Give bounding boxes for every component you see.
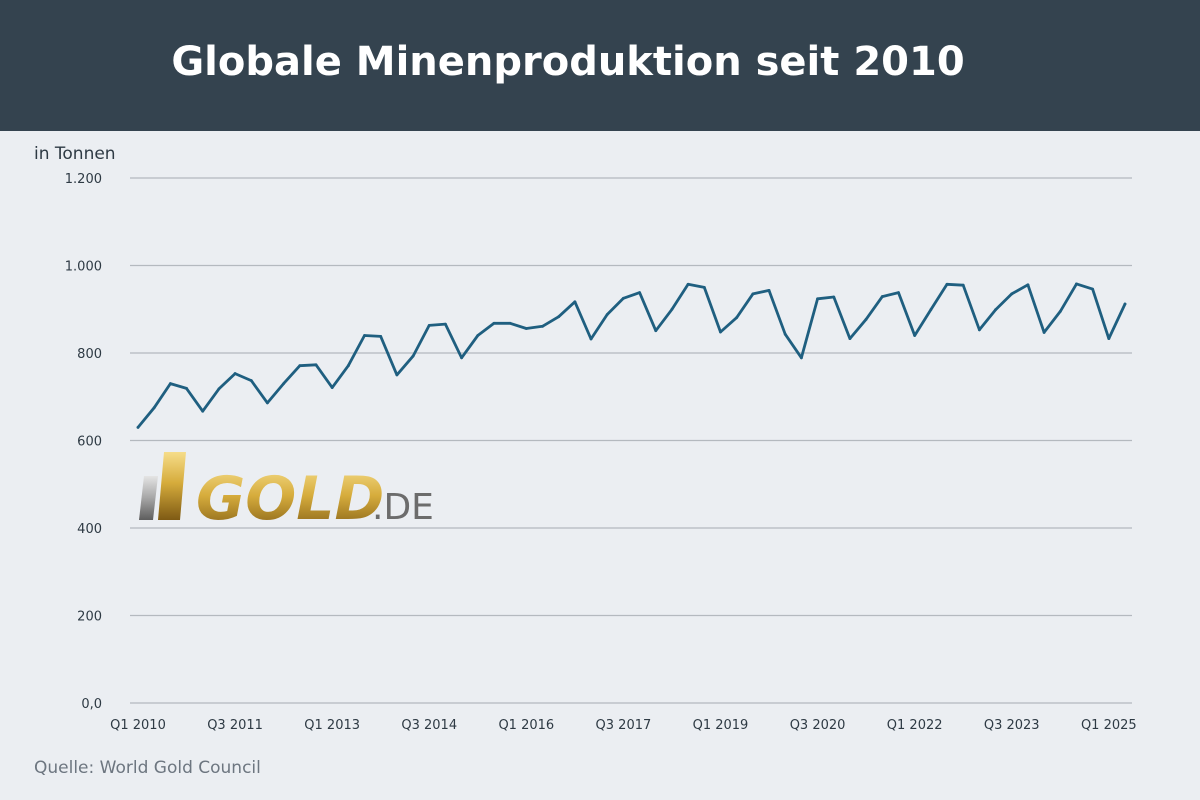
- data-point: [945, 282, 949, 286]
- data-point: [314, 363, 318, 367]
- data-point: [460, 356, 464, 360]
- data-point: [573, 300, 577, 304]
- y-tick-label: 0,0: [81, 697, 102, 712]
- data-point: [427, 324, 431, 327]
- source-note: Quelle: World Gold Council: [34, 758, 261, 778]
- x-tick-label: Q1 2016: [498, 718, 554, 733]
- data-point: [524, 327, 528, 330]
- x-tick-label: Q1 2010: [110, 718, 166, 733]
- data-point: [654, 329, 658, 333]
- data-point: [1010, 292, 1014, 296]
- y-tick-label: 200: [77, 610, 102, 625]
- data-point: [444, 322, 447, 326]
- x-tick-label: Q1 2019: [693, 718, 749, 733]
- data-point: [589, 337, 593, 341]
- data-point: [702, 285, 706, 289]
- data-point: [735, 316, 739, 319]
- data-point: [751, 292, 755, 296]
- data-point: [686, 282, 690, 286]
- data-point: [152, 406, 156, 410]
- y-tick-label: 800: [77, 347, 102, 362]
- data-point: [832, 295, 836, 299]
- y-tick-label: 600: [77, 435, 102, 450]
- data-point: [977, 328, 981, 332]
- data-point: [282, 382, 286, 386]
- data-point: [1058, 310, 1062, 313]
- x-tick-label: Q3 2017: [596, 718, 652, 733]
- x-tick-label: Q3 2011: [207, 718, 263, 733]
- y-tick-label: 1.200: [65, 172, 102, 187]
- data-point: [476, 334, 480, 337]
- data-point: [913, 334, 917, 337]
- data-point: [848, 337, 852, 340]
- y-axis-unit-label: in Tonnen: [34, 144, 116, 164]
- x-tick-label: Q3 2020: [790, 718, 846, 733]
- logo-watermark: GOLD .DE: [139, 452, 434, 534]
- data-point: [605, 313, 609, 316]
- data-point: [638, 291, 641, 295]
- data-point: [185, 387, 188, 390]
- data-point: [719, 330, 722, 334]
- data-point: [1107, 337, 1111, 340]
- data-point: [395, 373, 399, 377]
- data-point: [799, 356, 803, 360]
- data-point: [557, 315, 561, 319]
- data-point: [492, 321, 496, 325]
- data-point: [379, 334, 383, 338]
- data-point: [929, 308, 933, 312]
- data-point: [411, 354, 415, 358]
- data-point: [363, 334, 366, 337]
- y-tick-label: 1.000: [65, 260, 102, 275]
- logo-text-de: .DE: [372, 487, 434, 528]
- data-point: [541, 324, 544, 328]
- series-points: [136, 282, 1127, 429]
- logo-silver-bar: [139, 476, 158, 520]
- data-point: [961, 283, 965, 287]
- x-tick-label: Q1 2025: [1081, 718, 1137, 733]
- logo-text-gold: GOLD: [196, 464, 384, 534]
- y-tick-label: 400: [77, 522, 102, 537]
- data-point: [201, 409, 205, 413]
- x-tick-label: Q3 2023: [984, 718, 1040, 733]
- data-point: [864, 317, 868, 321]
- data-point: [783, 332, 787, 336]
- data-point: [1075, 282, 1078, 286]
- data-point: [670, 307, 674, 311]
- logo-gold-bar: [158, 452, 186, 520]
- data-point: [136, 425, 140, 429]
- data-point: [168, 382, 172, 386]
- data-point: [1123, 302, 1127, 306]
- data-point: [1042, 331, 1046, 334]
- data-point: [217, 387, 221, 391]
- data-point: [816, 297, 819, 301]
- x-tick-label: Q1 2013: [304, 718, 360, 733]
- x-tick-label: Q3 2014: [401, 718, 457, 733]
- y-axis-ticks: 0,0 200 400 600 800 1.000 1.200: [65, 172, 102, 712]
- data-point: [994, 308, 997, 312]
- data-point: [1091, 287, 1095, 291]
- data-point: [249, 379, 253, 382]
- series-line: [136, 282, 1127, 429]
- data-point: [767, 289, 771, 292]
- data-point: [897, 291, 900, 295]
- x-axis-ticks: Q1 2010 Q3 2011 Q1 2013 Q3 2014 Q1 2016 Q3 20…: [110, 718, 1137, 733]
- grid-lines: [130, 177, 1132, 704]
- data-point: [1026, 283, 1030, 287]
- header-bar: Globale Minenproduktion seit 2010: [0, 0, 1200, 131]
- chart-title: Globale Minenproduktion seit 2010: [171, 39, 965, 85]
- data-point: [346, 364, 350, 368]
- data-point: [298, 364, 302, 368]
- data-point: [508, 321, 512, 325]
- x-tick-label: Q1 2022: [887, 718, 943, 733]
- data-point: [622, 296, 625, 300]
- data-point: [330, 386, 334, 389]
- data-point: [266, 401, 269, 405]
- data-point: [233, 372, 237, 375]
- data-point: [880, 295, 884, 298]
